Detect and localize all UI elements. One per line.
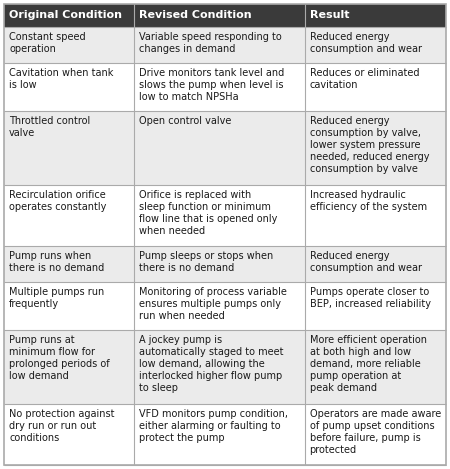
Text: Reduced energy
consumption and wear: Reduced energy consumption and wear bbox=[310, 32, 422, 54]
Bar bbox=[4, 281, 446, 330]
Text: No protection against
dry run or run out
conditions: No protection against dry run or run out… bbox=[9, 409, 114, 443]
Bar bbox=[4, 185, 446, 246]
Text: A jockey pump is
automatically staged to meet
low demand, allowing the
interlock: A jockey pump is automatically staged to… bbox=[140, 335, 284, 393]
Text: Result: Result bbox=[310, 10, 349, 21]
Text: Increased hydraulic
efficiency of the system: Increased hydraulic efficiency of the sy… bbox=[310, 190, 427, 212]
Bar bbox=[4, 111, 446, 185]
Text: Reduces or eliminated
cavitation: Reduces or eliminated cavitation bbox=[310, 68, 419, 90]
Bar bbox=[4, 330, 446, 404]
Bar bbox=[4, 246, 446, 281]
Text: Cavitation when tank
is low: Cavitation when tank is low bbox=[9, 68, 113, 90]
Text: Monitoring of process variable
ensures multiple pumps only
run when needed: Monitoring of process variable ensures m… bbox=[140, 287, 287, 321]
Text: Recirculation orifice
operates constantly: Recirculation orifice operates constantl… bbox=[9, 190, 106, 212]
Text: Multiple pumps run
frequently: Multiple pumps run frequently bbox=[9, 287, 104, 309]
Text: Revised Condition: Revised Condition bbox=[140, 10, 252, 21]
Text: Open control valve: Open control valve bbox=[140, 116, 232, 126]
Text: Drive monitors tank level and
slows the pump when level is
low to match NPSHa: Drive monitors tank level and slows the … bbox=[140, 68, 285, 102]
Text: Variable speed responding to
changes in demand: Variable speed responding to changes in … bbox=[140, 32, 282, 54]
Text: Pump runs at
minimum flow for
prolonged periods of
low demand: Pump runs at minimum flow for prolonged … bbox=[9, 335, 110, 381]
Text: Reduced energy
consumption by valve,
lower system pressure
needed, reduced energ: Reduced energy consumption by valve, low… bbox=[310, 116, 429, 174]
Text: Pumps operate closer to
BEP, increased reliability: Pumps operate closer to BEP, increased r… bbox=[310, 287, 431, 309]
Text: Pump runs when
there is no demand: Pump runs when there is no demand bbox=[9, 251, 104, 273]
Text: Constant speed
operation: Constant speed operation bbox=[9, 32, 86, 54]
Text: Reduced energy
consumption and wear: Reduced energy consumption and wear bbox=[310, 251, 422, 273]
Bar bbox=[4, 404, 446, 465]
Text: Pump sleeps or stops when
there is no demand: Pump sleeps or stops when there is no de… bbox=[140, 251, 274, 273]
Text: Throttled control
valve: Throttled control valve bbox=[9, 116, 90, 138]
Text: VFD monitors pump condition,
either alarming or faulting to
protect the pump: VFD monitors pump condition, either alar… bbox=[140, 409, 288, 443]
Bar bbox=[4, 62, 446, 111]
Text: Operators are made aware
of pump upset conditions
before failure, pump is
protec: Operators are made aware of pump upset c… bbox=[310, 409, 441, 455]
Bar bbox=[4, 4, 446, 27]
Text: Original Condition: Original Condition bbox=[9, 10, 122, 21]
Bar bbox=[4, 27, 446, 62]
Text: More efficient operation
at both high and low
demand, more reliable
pump operati: More efficient operation at both high an… bbox=[310, 335, 427, 393]
Text: Orifice is replaced with
sleep function or minimum
flow line that is opened only: Orifice is replaced with sleep function … bbox=[140, 190, 278, 236]
